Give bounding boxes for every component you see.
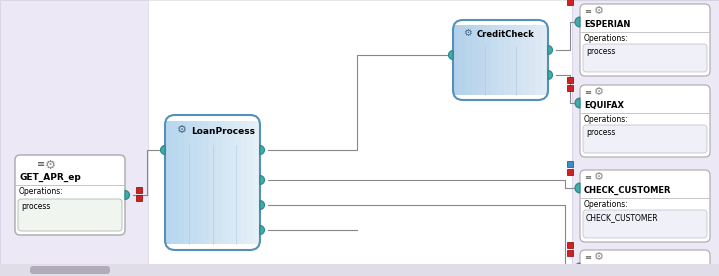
Wedge shape <box>260 176 265 184</box>
Text: CHECK_CUSTOMER: CHECK_CUSTOMER <box>586 213 659 222</box>
Wedge shape <box>160 145 165 155</box>
Bar <box>536 25 543 95</box>
Bar <box>567 161 573 167</box>
Bar <box>254 121 261 244</box>
Bar <box>567 250 573 256</box>
Bar <box>498 25 505 95</box>
Bar <box>229 121 236 244</box>
Bar <box>203 121 211 244</box>
Text: CHECK_CUSTOMER: CHECK_CUSTOMER <box>584 186 672 195</box>
Bar <box>567 77 573 83</box>
Wedge shape <box>575 183 580 193</box>
FancyBboxPatch shape <box>583 44 707 72</box>
Text: GET_CUSTOMER: GET_CUSTOMER <box>584 266 659 275</box>
Text: ≡: ≡ <box>584 253 591 262</box>
Text: ⚙: ⚙ <box>594 6 604 16</box>
Text: LoanProcess: LoanProcess <box>191 127 255 136</box>
Wedge shape <box>548 70 552 79</box>
Bar <box>222 121 229 244</box>
FancyBboxPatch shape <box>580 170 710 242</box>
Bar <box>241 121 248 244</box>
Bar <box>184 121 191 244</box>
Text: ⚙: ⚙ <box>463 28 472 38</box>
Text: Operations:: Operations: <box>584 34 628 43</box>
FancyBboxPatch shape <box>583 210 707 238</box>
Bar <box>523 25 530 95</box>
Wedge shape <box>260 145 265 155</box>
FancyBboxPatch shape <box>580 4 710 76</box>
Text: ≡: ≡ <box>584 88 591 97</box>
FancyBboxPatch shape <box>580 85 710 157</box>
Bar <box>136 187 142 193</box>
Text: ⚙: ⚙ <box>594 252 604 262</box>
Bar <box>491 25 498 95</box>
Bar <box>567 85 573 91</box>
Text: Operations:: Operations: <box>584 200 628 209</box>
Wedge shape <box>125 190 129 200</box>
Text: process: process <box>21 202 50 211</box>
FancyBboxPatch shape <box>30 266 110 274</box>
Text: ⚙: ⚙ <box>594 87 604 97</box>
Wedge shape <box>260 200 265 209</box>
Bar <box>216 121 223 244</box>
Bar <box>466 25 473 95</box>
Text: process: process <box>586 47 615 56</box>
Bar <box>178 121 185 244</box>
Text: ≡: ≡ <box>37 159 45 169</box>
Bar <box>197 121 204 244</box>
Text: ⚙: ⚙ <box>45 159 56 172</box>
Bar <box>234 121 242 244</box>
Text: ⚙: ⚙ <box>177 125 187 135</box>
Text: Operations:: Operations: <box>19 187 64 196</box>
Text: GET_APR_ep: GET_APR_ep <box>19 173 81 182</box>
FancyBboxPatch shape <box>583 125 707 153</box>
Bar <box>453 25 460 95</box>
Wedge shape <box>449 51 453 60</box>
Bar <box>529 25 536 95</box>
Bar <box>0 0 148 276</box>
Bar <box>165 121 173 244</box>
FancyBboxPatch shape <box>18 199 122 231</box>
Text: ⚙: ⚙ <box>594 172 604 182</box>
Bar <box>567 242 573 248</box>
Bar <box>0 264 719 276</box>
Bar <box>572 0 719 276</box>
Text: CreditCheck: CreditCheck <box>477 30 535 39</box>
Bar <box>567 169 573 175</box>
Bar <box>516 25 523 95</box>
Text: EQUIFAX: EQUIFAX <box>584 101 624 110</box>
Bar <box>472 25 480 95</box>
Bar <box>541 25 549 95</box>
Bar <box>478 25 485 95</box>
Bar <box>247 121 255 244</box>
Wedge shape <box>548 46 552 54</box>
Wedge shape <box>575 17 580 27</box>
Bar <box>171 121 178 244</box>
Wedge shape <box>575 263 580 273</box>
FancyBboxPatch shape <box>580 250 710 276</box>
FancyBboxPatch shape <box>15 155 125 235</box>
Bar <box>510 25 518 95</box>
Text: ≡: ≡ <box>584 173 591 182</box>
Text: ESPERIAN: ESPERIAN <box>584 20 631 29</box>
Bar <box>136 195 142 201</box>
Wedge shape <box>260 225 265 235</box>
Bar <box>191 121 198 244</box>
Text: process: process <box>586 128 615 137</box>
Wedge shape <box>575 98 580 108</box>
Bar <box>209 121 216 244</box>
Text: Operations:: Operations: <box>584 115 628 124</box>
Text: ≡: ≡ <box>584 7 591 16</box>
Bar <box>504 25 511 95</box>
Bar <box>567 0 573 5</box>
Bar <box>148 0 719 276</box>
Bar <box>459 25 467 95</box>
Bar <box>485 25 492 95</box>
